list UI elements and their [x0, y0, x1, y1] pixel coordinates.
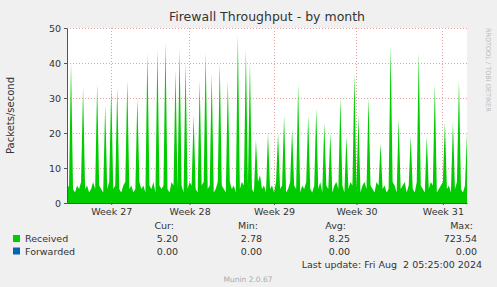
y-tick-label: 0	[55, 198, 61, 209]
y-tick: 50	[49, 23, 67, 34]
y-tick-mark	[64, 203, 67, 204]
x-tick-mark	[443, 203, 444, 205]
y-tick: 20	[49, 128, 67, 139]
y-tick: 0	[55, 198, 67, 209]
legend-swatch	[13, 248, 20, 255]
x-tick-label: Week 27	[91, 206, 132, 217]
legend-stat: 0.00	[329, 246, 350, 257]
x-axis-line	[68, 203, 468, 204]
y-tick-mark	[64, 133, 67, 134]
legend-stat: 0.00	[157, 246, 178, 257]
grid-line	[67, 28, 467, 29]
area	[67, 203, 467, 204]
y-tick-mark	[64, 168, 67, 169]
y-tick: 10	[49, 163, 67, 174]
y-axis-line	[67, 29, 68, 204]
y-axis-title: Packets/second	[5, 77, 16, 154]
grid-line	[274, 28, 275, 203]
legend-header: Cur:	[154, 220, 174, 231]
legend-header: Min:	[238, 220, 258, 231]
y-tick-label: 20	[49, 128, 61, 139]
y-tick: 40	[49, 58, 67, 69]
last-update: Last update: Fri Aug 2 05:25:00 2024	[302, 259, 482, 270]
y-tick-mark	[64, 63, 67, 64]
legend-stat: 0.00	[456, 246, 477, 257]
x-tick-mark	[274, 203, 275, 205]
x-tick-label: Week 29	[254, 206, 295, 217]
grid-line	[67, 63, 467, 64]
grid-line	[189, 28, 190, 203]
x-axis: Week 27 Week 28 Week 29 Week 30 Week 31	[68, 203, 468, 217]
y-axis: 0 10 20 30 40 50	[49, 23, 68, 209]
legend: Cur: Min: Avg: Max: Received 5.20 2.78 8.25 723.…	[13, 220, 477, 257]
y-tick-mark	[64, 98, 67, 99]
version: Munin 2.0.67	[223, 275, 272, 284]
y-tick-label: 40	[49, 58, 61, 69]
background	[0, 0, 497, 287]
x-tick: Week 27	[91, 203, 132, 217]
legend-stat: 723.54	[444, 233, 477, 244]
x-tick-label: Week 30	[336, 206, 377, 217]
y-tick-label: 50	[49, 23, 61, 34]
plot-background	[67, 28, 467, 203]
x-tick-mark	[356, 203, 357, 205]
grid	[67, 28, 467, 203]
legend-header: Avg:	[325, 220, 346, 231]
area	[67, 35, 467, 203]
x-tick: Week 30	[336, 203, 377, 217]
legend-label: Received	[25, 233, 68, 244]
y-tick-label: 10	[49, 163, 61, 174]
legend-label: Forwarded	[25, 246, 75, 257]
legend-stat: 2.78	[241, 233, 262, 244]
y-tick: 30	[49, 93, 67, 104]
x-tick-label: Week 31	[423, 206, 464, 217]
x-tick-mark	[111, 203, 112, 205]
y-tick-label: 30	[49, 93, 61, 104]
y-tick-mark	[64, 28, 67, 29]
x-tick: Week 28	[170, 203, 211, 217]
legend-stat: 0.00	[241, 246, 262, 257]
watermark: RRDTOOL / TOBI OETIKER	[484, 28, 492, 112]
x-tick: Week 31	[423, 203, 464, 217]
legend-header: Max:	[450, 220, 473, 231]
legend-swatch	[13, 235, 20, 242]
title: Firewall Throughput - by month	[169, 9, 365, 24]
x-tick-label: Week 28	[170, 206, 211, 217]
legend-stat: 8.25	[329, 233, 350, 244]
x-tick: Week 29	[254, 203, 295, 217]
legend-stat: 5.20	[157, 233, 178, 244]
plot-marks	[67, 35, 467, 203]
chart: 01020304050Week 27Week 28Week 29Week 30W…	[0, 0, 497, 287]
x-tick-mark	[190, 203, 191, 205]
